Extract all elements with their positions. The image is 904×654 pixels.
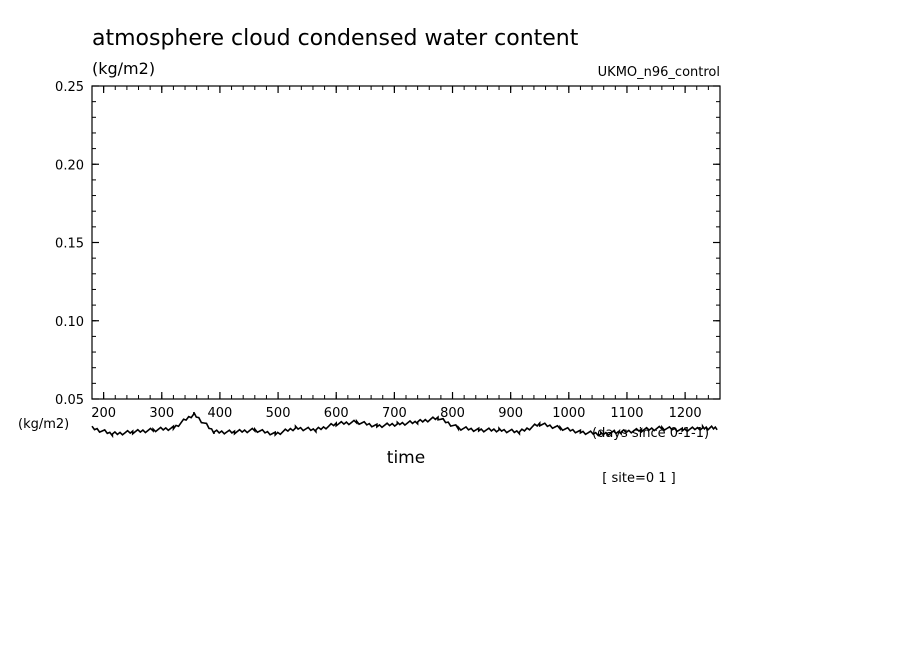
y-tick-label: 0.05 — [55, 393, 84, 408]
source-label: UKMO_n96_control — [598, 65, 720, 80]
x-axis-title: time — [387, 448, 425, 468]
x-tick-label: 600 — [324, 406, 349, 421]
y-axis-label: (kg/m2) — [92, 59, 155, 78]
x-tick-label: 900 — [498, 406, 523, 421]
y-tick-label: 0.15 — [55, 237, 84, 252]
x-tick-label: 1200 — [669, 406, 702, 421]
x-tick-label: 1100 — [610, 406, 643, 421]
y-units-label-left: (kg/m2) — [18, 417, 69, 432]
plot-frame — [91, 85, 721, 400]
y-tick-label: 0.25 — [55, 80, 84, 95]
x-tick-label: 300 — [149, 406, 174, 421]
x-units-label: (days since 0-1-1) — [592, 426, 709, 441]
x-tick-label: 500 — [266, 406, 291, 421]
x-tick-label: 400 — [208, 406, 233, 421]
x-ticks: 200 300 400 500 600 700 800 900 1000 1100 1200 — [91, 86, 721, 421]
x-tick-label: 700 — [382, 406, 407, 421]
x-tick-label: 1000 — [552, 406, 585, 421]
x-tick-label: 200 — [91, 406, 116, 421]
y-tick-label: 0.20 — [55, 158, 84, 173]
y-ticks: 0.25 0.20 0.15 0.10 0.05 — [55, 80, 720, 408]
chart-title: atmosphere cloud condensed water content — [92, 26, 579, 51]
series-line — [91, 411, 718, 439]
footnote: [ site=0 1 ] — [602, 471, 675, 486]
y-tick-label: 0.10 — [55, 315, 84, 330]
x-tick-label: 800 — [440, 406, 465, 421]
